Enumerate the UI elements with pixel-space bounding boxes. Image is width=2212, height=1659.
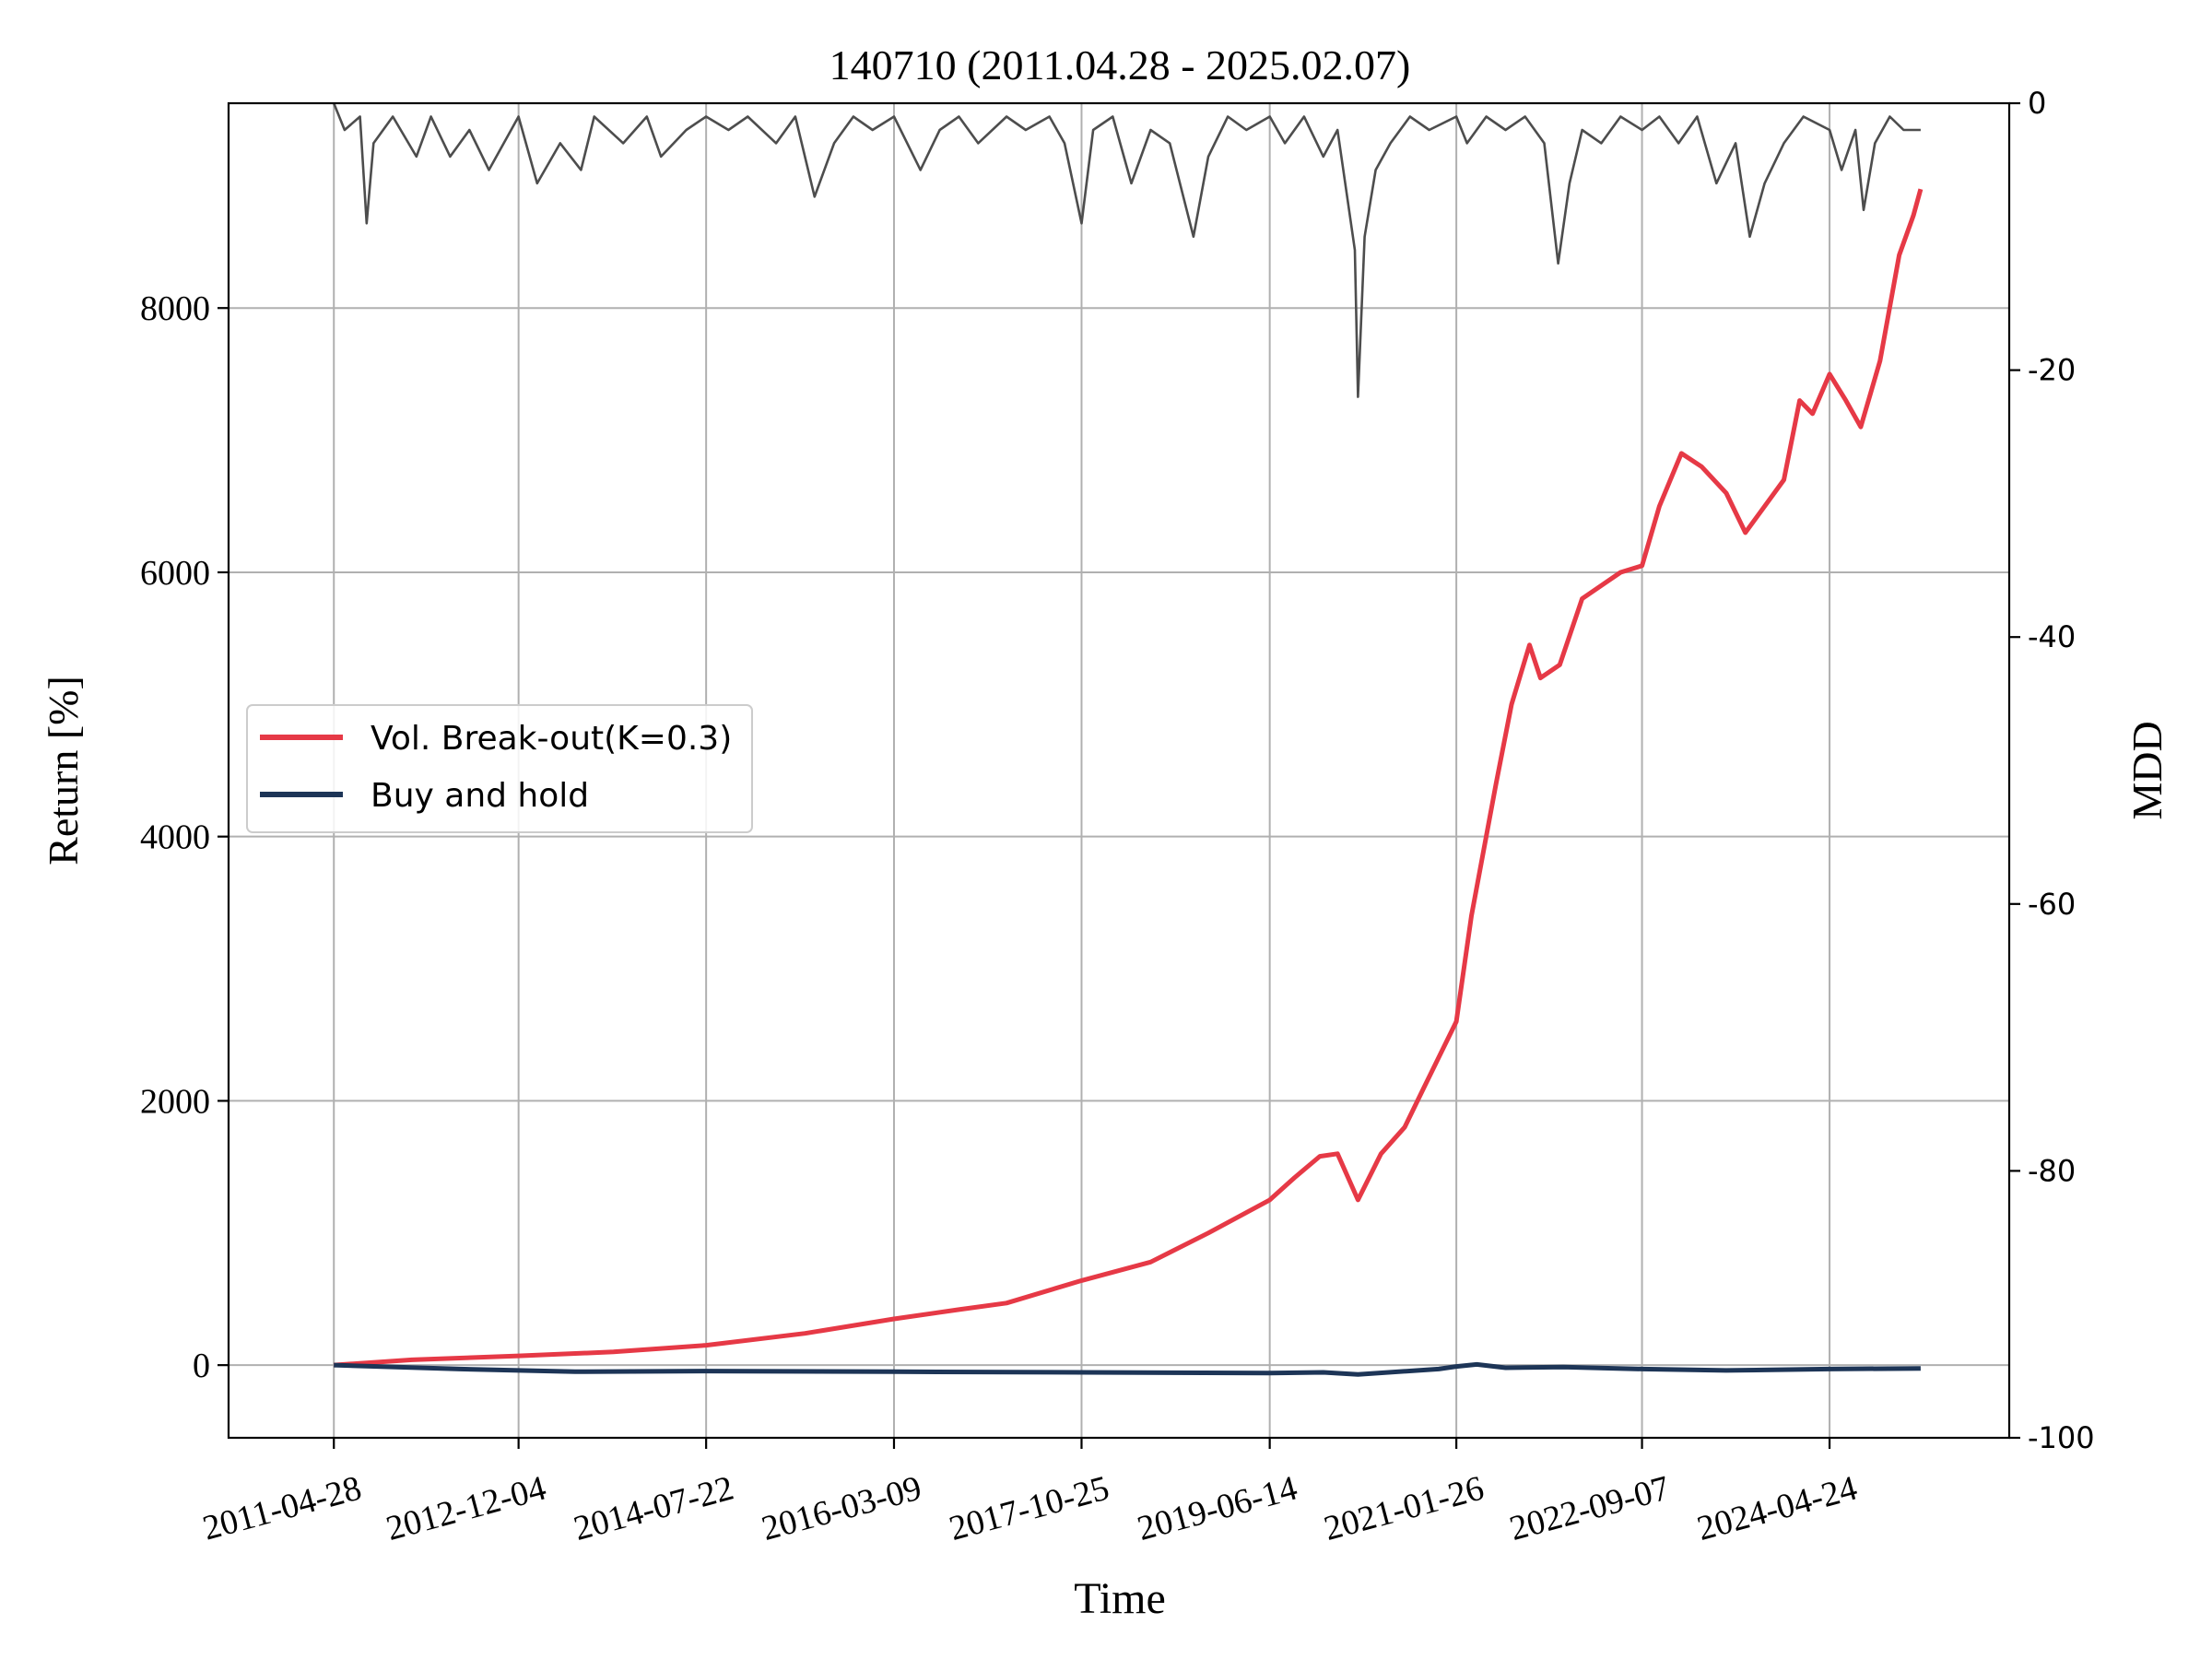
y2-axis-ticks: 0 -20 -40 -60 -80 -100: [2009, 86, 2095, 1455]
y2-tick-label: 0: [2028, 86, 2046, 121]
x-axis-label: Time: [1074, 1574, 1166, 1623]
y2-tick-label: -80: [2028, 1153, 2076, 1188]
y2-tick-label: -40: [2028, 619, 2076, 654]
y2-tick-label: -60: [2028, 887, 2076, 922]
y2-tick-label: -20: [2028, 353, 2076, 388]
legend: Vol. Break-out(K=0.3) Buy and hold: [246, 704, 753, 833]
x-axis-ticks: 2011-04-28 2012-12-04 2014-07-22 2016-03-09…: [199, 1438, 1861, 1548]
x-tick-label: 2012-12-04: [382, 1468, 550, 1547]
y-axis-ticks: 0 2000 4000 6000 8000: [140, 289, 229, 1385]
x-tick-label: 2021-01-26: [1320, 1468, 1488, 1547]
legend-label-buy-and-hold: Buy and hold: [371, 777, 589, 815]
y-tick-label: 2000: [140, 1082, 210, 1121]
y-axis-label: Return [%]: [40, 676, 87, 865]
y2-axis-label: MDD: [2124, 721, 2171, 819]
y-tick-label: 6000: [140, 554, 210, 593]
x-tick-label: 2014-07-22: [570, 1468, 737, 1547]
x-tick-label: 2022-09-07: [1506, 1468, 1674, 1547]
line-vol-breakout: [334, 188, 1924, 1368]
x-tick-label: 2019-06-14: [1134, 1468, 1301, 1547]
line-buy-and-hold: [334, 1361, 1921, 1377]
y2-tick-label: -100: [2028, 1420, 2095, 1455]
legend-label-vol-breakout: Vol. Break-out(K=0.3): [371, 720, 732, 758]
y-tick-label: 4000: [140, 818, 210, 857]
y-tick-label: 8000: [140, 289, 210, 328]
legend-box: [246, 704, 753, 833]
x-tick-label: 2016-03-09: [758, 1468, 925, 1547]
chart-title: 140710 (2011.04.28 - 2025.02.07): [830, 41, 1411, 88]
plot-frame: [227, 101, 2011, 1440]
grid-lines: [229, 103, 2009, 1438]
x-tick-label: 2011-04-28: [199, 1468, 366, 1547]
line-mdd: [332, 102, 1921, 398]
y-tick-label: 0: [193, 1347, 210, 1385]
return-series: [334, 188, 1924, 1377]
x-tick-label: 2017-10-25: [946, 1468, 1113, 1547]
mdd-series: [332, 102, 1921, 398]
x-tick-label: 2024-04-24: [1693, 1468, 1861, 1547]
